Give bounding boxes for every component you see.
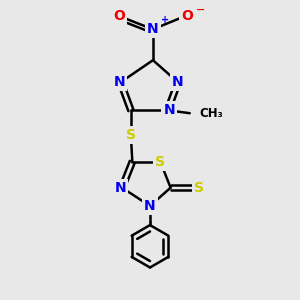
Text: +: + (161, 15, 170, 26)
Text: S: S (126, 128, 136, 142)
Text: N: N (144, 199, 156, 213)
Text: −: − (196, 4, 205, 14)
Text: N: N (113, 75, 125, 89)
Text: CH₃: CH₃ (199, 107, 223, 120)
Text: N: N (115, 181, 126, 195)
Text: N: N (147, 22, 159, 36)
Text: S: S (194, 181, 204, 195)
Text: O: O (181, 9, 193, 23)
Text: N: N (163, 103, 175, 117)
Text: O: O (113, 9, 125, 23)
Text: N: N (172, 75, 184, 89)
Text: S: S (155, 155, 165, 169)
